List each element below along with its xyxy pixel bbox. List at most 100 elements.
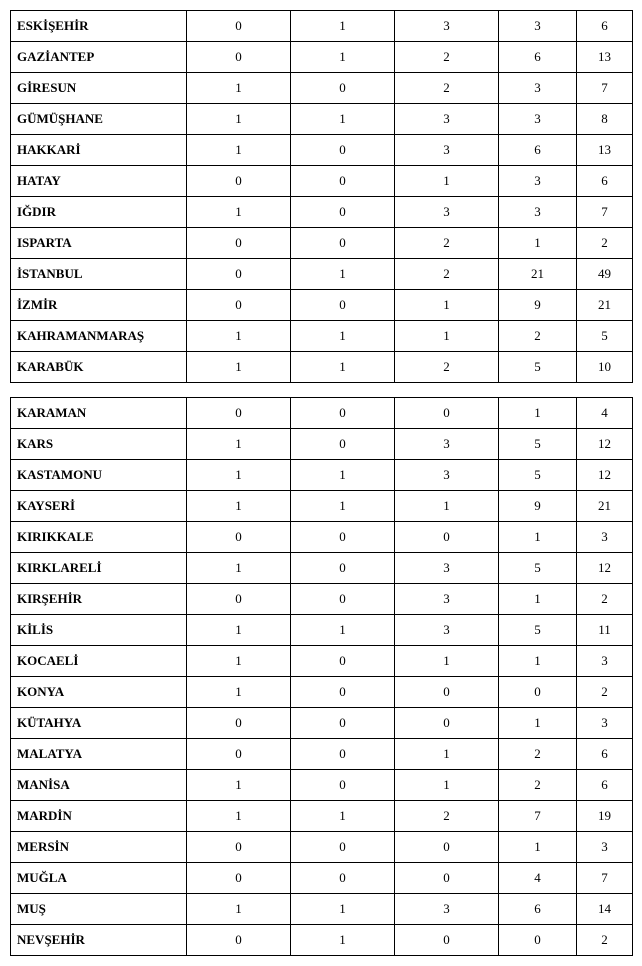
row-value: 13 [577, 42, 633, 73]
row-value: 3 [577, 708, 633, 739]
row-value: 0 [395, 677, 499, 708]
row-value: 1 [187, 615, 291, 646]
row-value: 6 [499, 135, 577, 166]
row-value: 3 [499, 166, 577, 197]
row-value: 0 [187, 42, 291, 73]
row-label: MARDİN [11, 801, 187, 832]
row-value: 4 [499, 863, 577, 894]
row-label: İZMİR [11, 290, 187, 321]
row-value: 0 [291, 73, 395, 104]
row-value: 0 [291, 429, 395, 460]
row-label: KIRKLARELİ [11, 553, 187, 584]
table-row: GAZİANTEP012613 [11, 42, 633, 73]
row-value: 1 [499, 522, 577, 553]
row-value: 1 [395, 166, 499, 197]
row-value: 1 [291, 259, 395, 290]
row-value: 3 [577, 646, 633, 677]
row-value: 1 [187, 429, 291, 460]
row-value: 1 [187, 460, 291, 491]
row-value: 1 [291, 925, 395, 956]
table-row: MANİSA10126 [11, 770, 633, 801]
row-value: 0 [395, 832, 499, 863]
row-value: 1 [395, 646, 499, 677]
row-label: HAKKARİ [11, 135, 187, 166]
table-row: MALATYA00126 [11, 739, 633, 770]
row-value: 0 [291, 135, 395, 166]
row-value: 0 [187, 739, 291, 770]
row-label: KİLİS [11, 615, 187, 646]
row-value: 0 [395, 925, 499, 956]
row-value: 1 [395, 321, 499, 352]
table-row: KIRKLARELİ103512 [11, 553, 633, 584]
row-value: 2 [577, 925, 633, 956]
row-value: 5 [499, 615, 577, 646]
row-value: 1 [395, 491, 499, 522]
row-value: 1 [187, 553, 291, 584]
row-value: 5 [499, 460, 577, 491]
row-label: KÜTAHYA [11, 708, 187, 739]
row-label: KARABÜK [11, 352, 187, 383]
table-row: IĞDIR10337 [11, 197, 633, 228]
row-value: 0 [187, 584, 291, 615]
table-row: KAHRAMANMARAŞ11125 [11, 321, 633, 352]
row-label: KASTAMONU [11, 460, 187, 491]
row-value: 5 [499, 429, 577, 460]
table-row: ESKİŞEHİR01336 [11, 11, 633, 42]
row-label: KONYA [11, 677, 187, 708]
row-value: 7 [577, 197, 633, 228]
row-value: 0 [291, 228, 395, 259]
row-value: 5 [577, 321, 633, 352]
row-value: 0 [499, 677, 577, 708]
row-value: 2 [499, 321, 577, 352]
row-label: ESKİŞEHİR [11, 11, 187, 42]
row-value: 1 [187, 321, 291, 352]
row-value: 6 [577, 11, 633, 42]
row-value: 21 [499, 259, 577, 290]
row-value: 0 [187, 925, 291, 956]
row-value: 0 [187, 398, 291, 429]
table-row: KARAMAN00014 [11, 398, 633, 429]
row-label: GÜMÜŞHANE [11, 104, 187, 135]
row-value: 3 [395, 894, 499, 925]
row-value: 1 [187, 491, 291, 522]
row-value: 3 [395, 615, 499, 646]
row-value: 12 [577, 460, 633, 491]
row-value: 0 [291, 863, 395, 894]
row-value: 0 [187, 228, 291, 259]
row-value: 13 [577, 135, 633, 166]
row-value: 0 [187, 166, 291, 197]
row-value: 6 [577, 166, 633, 197]
row-value: 2 [499, 739, 577, 770]
row-value: 5 [499, 553, 577, 584]
table-row: KİLİS113511 [11, 615, 633, 646]
row-value: 1 [499, 646, 577, 677]
table-row: KARS103512 [11, 429, 633, 460]
row-value: 2 [577, 228, 633, 259]
row-value: 0 [291, 290, 395, 321]
row-value: 19 [577, 801, 633, 832]
row-value: 0 [187, 863, 291, 894]
row-value: 3 [395, 429, 499, 460]
row-value: 0 [291, 522, 395, 553]
table-row: KASTAMONU113512 [11, 460, 633, 491]
row-value: 12 [577, 553, 633, 584]
table-gap [10, 383, 632, 397]
row-value: 3 [395, 11, 499, 42]
row-value: 2 [395, 228, 499, 259]
row-value: 1 [499, 708, 577, 739]
row-value: 1 [499, 584, 577, 615]
row-value: 0 [291, 708, 395, 739]
row-value: 21 [577, 491, 633, 522]
row-value: 0 [291, 739, 395, 770]
row-value: 2 [499, 770, 577, 801]
row-value: 2 [395, 352, 499, 383]
row-value: 0 [291, 197, 395, 228]
row-value: 2 [395, 73, 499, 104]
row-value: 4 [577, 398, 633, 429]
row-value: 10 [577, 352, 633, 383]
table-row: MARDİN112719 [11, 801, 633, 832]
row-value: 3 [395, 553, 499, 584]
row-value: 0 [187, 832, 291, 863]
row-label: KAYSERİ [11, 491, 187, 522]
row-value: 0 [499, 925, 577, 956]
